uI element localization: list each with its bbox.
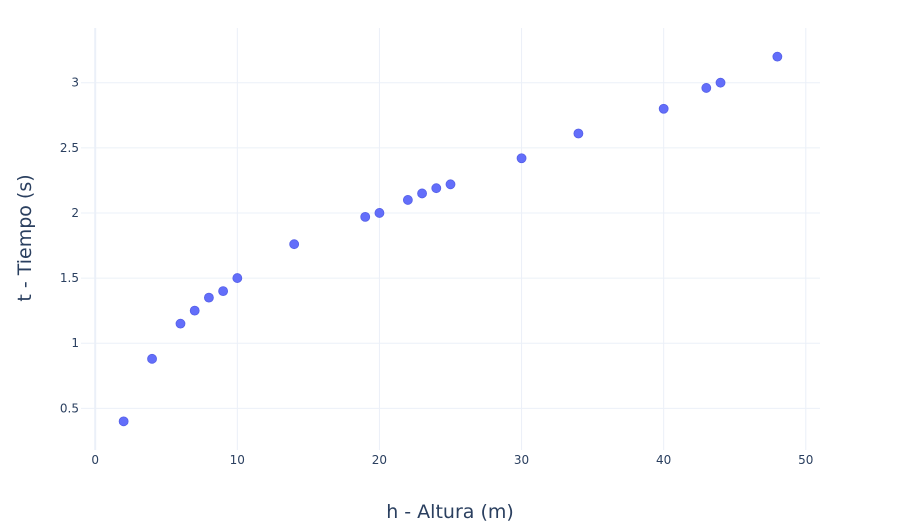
data-point[interactable] (431, 183, 442, 194)
data-point[interactable] (204, 292, 214, 303)
y-tick-label: 2.5 (60, 141, 79, 155)
x-tick-label: 20 (372, 453, 387, 467)
x-tick-label: 0 (91, 453, 99, 467)
x-tick-label: 40 (656, 453, 671, 467)
data-point[interactable] (189, 305, 200, 316)
y-axis-ticks: 0.5 1 1.5 2 2.5 3 (60, 76, 79, 416)
x-axis-ticks: 0 10 20 30 40 50 (91, 453, 813, 467)
y-axis-title: t - Tiempo (s) (14, 174, 36, 301)
data-point[interactable] (701, 83, 712, 93)
data-point[interactable] (360, 211, 371, 222)
x-axis-title: h - Altura (m) (386, 501, 514, 523)
data-point[interactable] (772, 51, 783, 62)
y-tick-label: 0.5 (60, 401, 79, 415)
data-point[interactable] (417, 188, 427, 199)
data-point[interactable] (445, 179, 456, 190)
data-points (118, 51, 783, 427)
data-point[interactable] (289, 239, 300, 250)
data-point[interactable] (218, 286, 229, 296)
data-point[interactable] (374, 208, 385, 218)
y-tick-label: 1.5 (60, 271, 79, 285)
x-tick-label: 30 (514, 453, 529, 467)
data-point[interactable] (118, 416, 129, 427)
y-tick-label: 1 (71, 336, 79, 350)
grid-lines (81, 28, 820, 450)
data-point[interactable] (715, 77, 726, 88)
data-point[interactable] (573, 128, 584, 139)
data-point[interactable] (175, 318, 186, 329)
data-point[interactable] (658, 103, 669, 114)
y-tick-label: 2 (71, 206, 79, 220)
data-point[interactable] (147, 353, 157, 364)
data-point[interactable] (516, 153, 527, 164)
data-point[interactable] (402, 195, 413, 205)
x-tick-label: 10 (230, 453, 245, 467)
y-tick-label: 3 (71, 76, 79, 90)
data-point[interactable] (232, 273, 243, 283)
x-tick-label: 50 (798, 453, 813, 467)
